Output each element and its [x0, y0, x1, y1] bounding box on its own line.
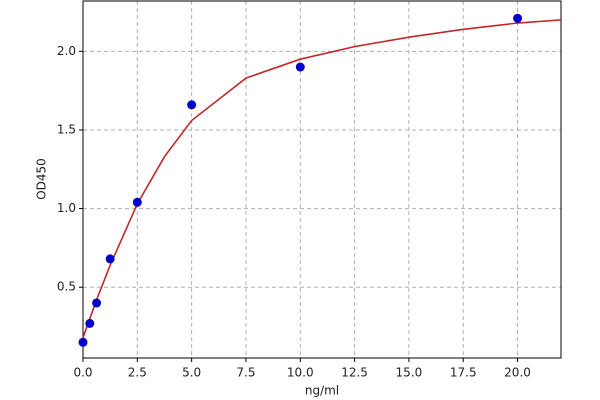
x-tick-label: 0.0: [73, 366, 92, 380]
y-tick-label: 1.5: [57, 122, 76, 136]
x-axis-label: ng/ml: [305, 384, 339, 398]
data-point: [105, 254, 115, 264]
x-tick-label: 17.5: [450, 366, 477, 380]
plot-frame: [82, 0, 562, 359]
data-point: [132, 197, 142, 207]
x-tick-label: 20.0: [504, 366, 531, 380]
y-tick-label: 2.0: [57, 44, 76, 58]
x-tick-label: 10.0: [287, 366, 314, 380]
x-tick-label: 15.0: [396, 366, 423, 380]
y-tick-label: 0.5: [57, 280, 76, 294]
y-axis-label: OD450: [35, 158, 49, 200]
y-tick-label: 1.0: [57, 201, 76, 215]
x-tick-label: 12.5: [341, 366, 368, 380]
data-point: [295, 62, 305, 72]
data-point: [513, 13, 523, 23]
data-point: [92, 298, 102, 308]
x-tick-label: 7.5: [236, 366, 255, 380]
data-point: [85, 318, 95, 328]
x-tick-label: 5.0: [182, 366, 201, 380]
data-point: [78, 337, 88, 347]
x-tick-label: 2.5: [128, 366, 147, 380]
fit-curve: [82, 19, 562, 338]
data-point: [187, 100, 197, 110]
